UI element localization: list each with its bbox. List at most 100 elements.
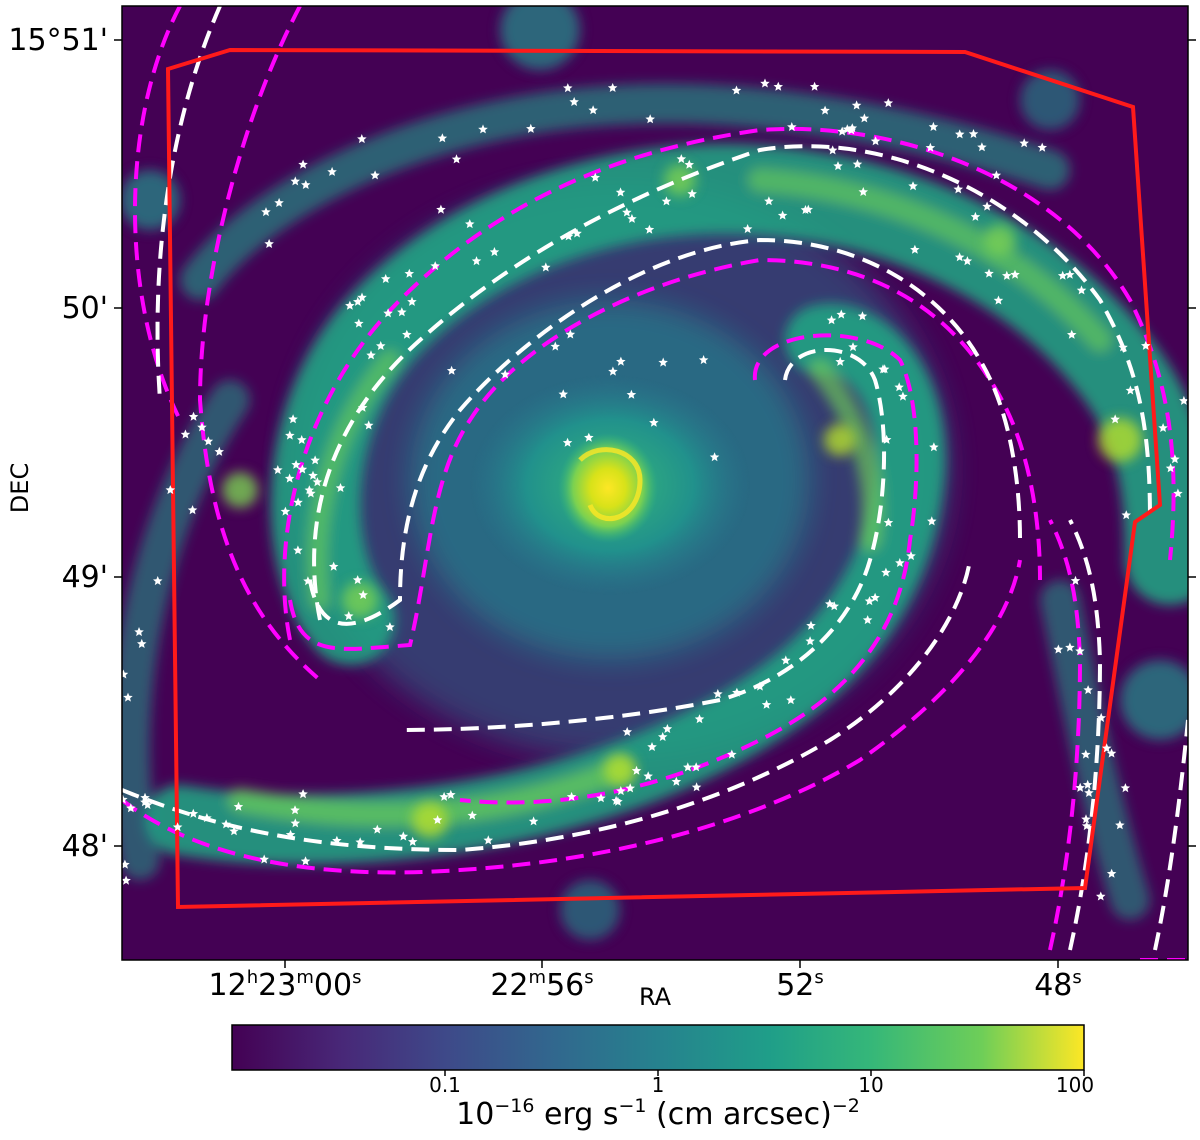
source-star-marker [465,219,475,229]
source-star-marker [1125,385,1136,395]
source-star-marker [290,176,300,186]
source-star-marker [910,244,920,254]
source-star-marker [809,81,820,91]
source-star-marker [929,442,939,452]
source-star-marker [977,142,987,152]
colorbar-tick-label: 1 [652,1073,665,1097]
x-tick-label: 52s [776,967,824,1003]
source-star-marker [1053,644,1064,654]
source-star-marker [328,561,339,571]
source-star-marker [122,794,128,804]
source-star-marker [397,307,407,317]
source-star-marker [879,364,890,374]
source-star-marker [622,207,632,217]
source-star-marker [829,601,839,611]
source-star-marker [955,129,965,139]
source-star-marker [563,231,574,241]
source-star-marker [273,465,283,475]
source-star-marker [684,159,694,169]
source-star-marker [446,365,457,375]
source-star-marker [846,125,857,135]
source-star-marker [1096,712,1106,722]
source-star-marker [123,692,133,702]
source-star-marker [357,402,368,412]
source-star-marker [694,714,705,724]
source-star-marker [383,308,393,318]
x-axis: 12h23m00s 22m56s 52s 48s RA [209,960,1082,1011]
source-star-marker [1120,783,1131,793]
source-star-marker [288,414,298,424]
source-star-marker [927,516,937,526]
source-star-marker [607,83,618,92]
source-star-marker [982,201,992,211]
source-star-marker [566,791,577,801]
source-star-marker [430,261,440,271]
source-star-marker [385,622,395,632]
source-star-marker [820,105,830,115]
spiral-arms [122,83,1188,920]
source-star-marker [404,268,415,278]
source-star-marker [303,576,313,586]
source-star-marker [293,497,303,507]
source-star-marker [1075,646,1085,656]
source-star-marker [381,274,391,283]
source-star-marker [898,391,908,401]
source-star-marker [953,184,963,194]
colorbar-tick-label: 100 [1056,1073,1094,1097]
source-star-marker [781,655,791,665]
contour-east-arm-white [399,348,887,732]
source-star-marker [805,636,815,646]
nuclear-ring [578,447,643,522]
source-star-marker [436,204,446,214]
source-star-marker [584,432,594,442]
source-star-marker [558,389,568,399]
source-star-marker [837,126,847,136]
source-star-marker [358,590,368,599]
source-star-marker [826,315,837,325]
source-star-marker [1121,510,1131,520]
source-star-marker [285,430,295,440]
source-star-marker [197,422,207,432]
source-star-marker [274,197,284,207]
contour-outer-west-magenta [133,6,182,421]
source-star-marker [562,437,573,447]
source-star-marker [713,689,723,699]
x-tick-label: 12h23m00s [209,967,362,1003]
source-star-marker [848,342,858,352]
source-star-marker [836,309,846,319]
source-star-marker [229,826,239,836]
source-star-marker [1179,395,1188,405]
source-star-marker [661,196,672,206]
source-star-marker [408,836,418,846]
source-star-marker [140,792,150,802]
emission-map [122,6,1200,960]
source-star-marker [291,459,301,469]
source-star-marker [134,627,144,637]
source-star-marker [1010,269,1020,279]
source-star-marker [285,829,296,839]
source-star-marker [1191,548,1200,557]
source-star-marker [1197,571,1200,580]
source-star-marker [372,824,382,834]
source-star-marker [366,350,376,360]
source-star-marker [297,435,307,444]
source-star-marker [991,170,1002,180]
source-star-marker [895,558,905,567]
source-star-marker [451,154,462,164]
source-star-marker [1118,342,1128,352]
source-star-marker [761,699,772,709]
source-star-marker [284,473,295,483]
source-star-marker [478,124,488,134]
source-star-marker [755,681,765,691]
source-star-marker [489,247,500,257]
source-star-marker [298,789,308,799]
source-star-marker [671,776,682,786]
source-star-marker [773,81,783,91]
source-star-marker [137,638,147,648]
source-star-marker [631,765,642,775]
source-star-marker [683,762,693,772]
source-star-marker [402,329,412,339]
source-star-marker [354,318,364,328]
source-star-marker [259,854,269,864]
